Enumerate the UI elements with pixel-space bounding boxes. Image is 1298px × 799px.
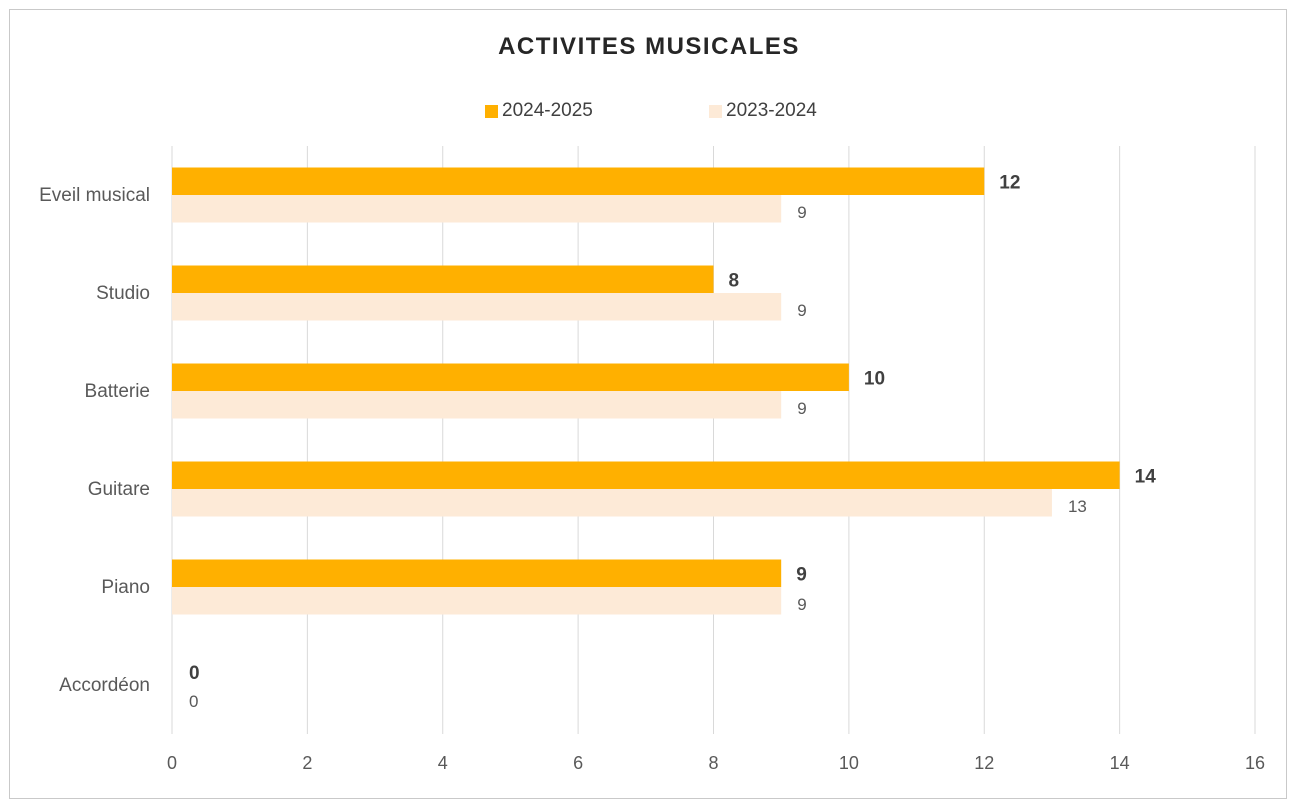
data-label-series-1: 14: [1135, 467, 1157, 488]
bar-series-2: [172, 489, 1052, 517]
y-category-label: Piano: [101, 577, 150, 598]
legend-swatch-series-1: [485, 104, 498, 118]
legend-item-series-2: 2023-2024: [709, 100, 817, 122]
x-tick-label: 4: [438, 753, 448, 773]
bar-series-1: [172, 461, 1120, 489]
x-tick-label: 16: [1245, 753, 1265, 773]
y-category-label: Batterie: [85, 381, 150, 402]
bar-series-2: [172, 293, 782, 321]
data-label-series-1: 9: [796, 565, 807, 586]
data-label-series-2: 9: [797, 595, 806, 614]
x-tick-label: 10: [839, 753, 859, 773]
x-tick-label: 14: [1110, 753, 1130, 773]
bar-series-1: [172, 559, 782, 587]
y-category-label: Guitare: [88, 479, 150, 500]
data-label-series-2: 9: [797, 399, 806, 418]
chart-title: ACTIVITES MUSICALES: [498, 33, 800, 60]
bar-series-1: [172, 167, 985, 195]
data-label-series-1: 0: [189, 663, 200, 684]
x-tick-label: 2: [302, 753, 312, 773]
bar-series-1: [172, 265, 714, 293]
bar-series-2: [172, 391, 782, 419]
data-label-series-2: 13: [1068, 497, 1087, 516]
x-tick-label: 6: [573, 753, 583, 773]
data-label-series-2: 9: [797, 203, 806, 222]
y-category-label: Accordéon: [59, 675, 150, 696]
legend-item-series-1: 2024-2025: [485, 100, 593, 122]
chart-legend: 2024-2025 2023-2024: [0, 100, 1298, 124]
legend-label-series-2: 2023-2024: [726, 100, 817, 121]
x-tick-label: 8: [708, 753, 718, 773]
bar-series-2: [172, 195, 782, 223]
data-label-series-1: 12: [999, 173, 1020, 194]
y-category-label: Eveil musical: [39, 185, 150, 206]
data-label-series-1: 8: [729, 271, 740, 292]
legend-swatch-series-2: [709, 104, 722, 118]
x-tick-label: 12: [974, 753, 994, 773]
bar-series-1: [172, 363, 849, 391]
y-category-label: Studio: [96, 283, 150, 304]
data-label-series-2: 0: [189, 692, 198, 711]
legend-label-series-1: 2024-2025: [502, 100, 593, 121]
data-label-series-1: 10: [864, 369, 885, 390]
x-tick-label: 0: [167, 753, 177, 773]
bar-series-2: [172, 587, 782, 615]
data-label-series-2: 9: [797, 301, 806, 320]
